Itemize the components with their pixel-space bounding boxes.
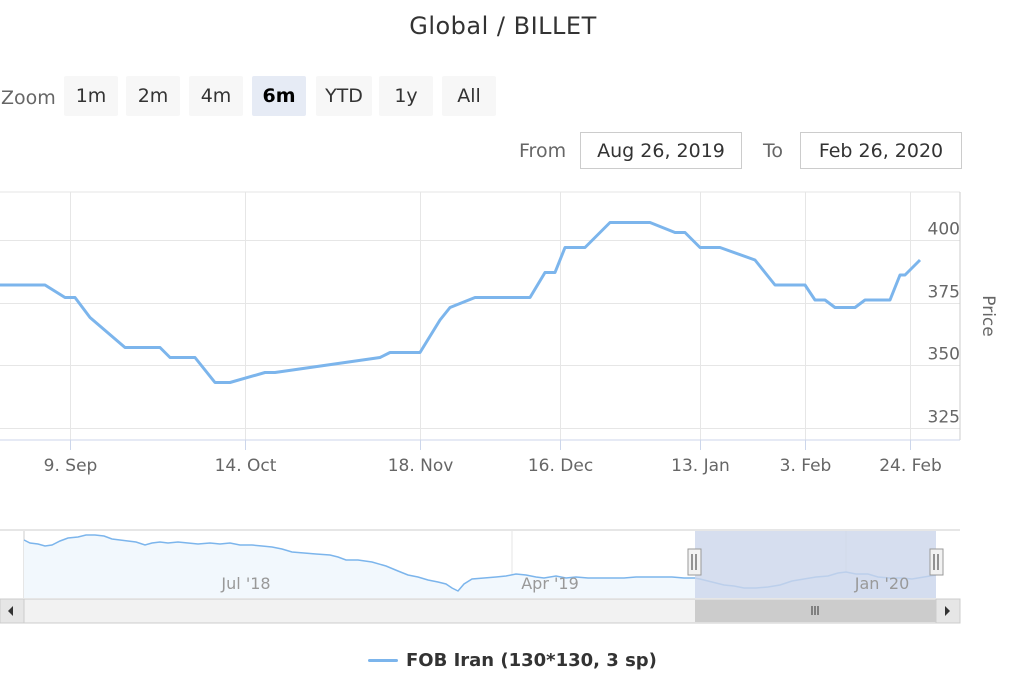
y-tick-label: 350 xyxy=(928,345,960,365)
x-tick-label: 13. Jan xyxy=(671,456,730,476)
zoom-button-4m[interactable]: 4m xyxy=(189,76,243,116)
navigator-tick-label: Apr '19 xyxy=(521,574,579,593)
legend-item[interactable]: FOB Iran (130*130, 3 sp) xyxy=(368,648,657,672)
y-tick-label: 375 xyxy=(928,283,960,303)
zoom-button-ytd[interactable]: YTD xyxy=(316,76,372,116)
range-to-input[interactable]: Feb 26, 2020 xyxy=(800,132,962,169)
navigator-tick-label: Jan '20 xyxy=(854,574,910,593)
horizontal-grid xyxy=(0,240,960,429)
scrollbar-grip-icon xyxy=(811,606,819,615)
legend-line-icon xyxy=(368,658,398,662)
chart-title: Global / BILLET xyxy=(409,12,597,40)
x-tick-label: 9. Sep xyxy=(44,456,98,476)
y-axis-labels: 325 350 375 400 xyxy=(928,220,960,428)
scrollbar-right-button[interactable] xyxy=(935,598,961,624)
navigator-selected-range[interactable] xyxy=(695,531,936,598)
zoom-label: Zoom xyxy=(1,87,56,109)
range-from-input[interactable]: Aug 26, 2019 xyxy=(580,132,742,169)
zoom-button-all[interactable]: All xyxy=(442,76,496,116)
navigator-left-handle[interactable] xyxy=(687,548,702,576)
x-axis-labels: 9. Sep 14. Oct 18. Nov 16. Dec 13. Jan 3. Feb… xyxy=(44,456,942,476)
x-tick-label: 3. Feb xyxy=(780,456,832,476)
navigator-tick-label: Jul '18 xyxy=(220,574,270,593)
scrollbar-left-button[interactable] xyxy=(0,598,25,624)
plot-area xyxy=(0,192,960,439)
arrow-left-icon xyxy=(8,606,13,616)
x-axis-ticks xyxy=(70,440,911,450)
x-tick-label: 14. Oct xyxy=(215,456,277,476)
range-to-label: To xyxy=(763,140,784,162)
zoom-button-1y[interactable]: 1y xyxy=(379,76,433,116)
vertical-grid xyxy=(70,192,911,440)
y-axis-title: Price xyxy=(978,295,998,336)
x-tick-label: 24. Feb xyxy=(879,456,942,476)
y-tick-label: 400 xyxy=(928,220,960,240)
zoom-button-1m[interactable]: 1m xyxy=(64,76,118,116)
zoom-button-2m[interactable]: 2m xyxy=(126,76,180,116)
legend-label: FOB Iran (130*130, 3 sp) xyxy=(406,649,657,671)
zoom-button-6m[interactable]: 6m xyxy=(252,76,306,116)
navigator-right-handle[interactable] xyxy=(929,548,944,576)
series-points xyxy=(0,222,921,383)
arrow-right-icon xyxy=(945,606,950,616)
range-from-label: From xyxy=(519,140,567,162)
x-tick-label: 18. Nov xyxy=(388,456,454,476)
x-tick-label: 16. Dec xyxy=(528,456,593,476)
y-tick-label: 325 xyxy=(928,408,960,428)
